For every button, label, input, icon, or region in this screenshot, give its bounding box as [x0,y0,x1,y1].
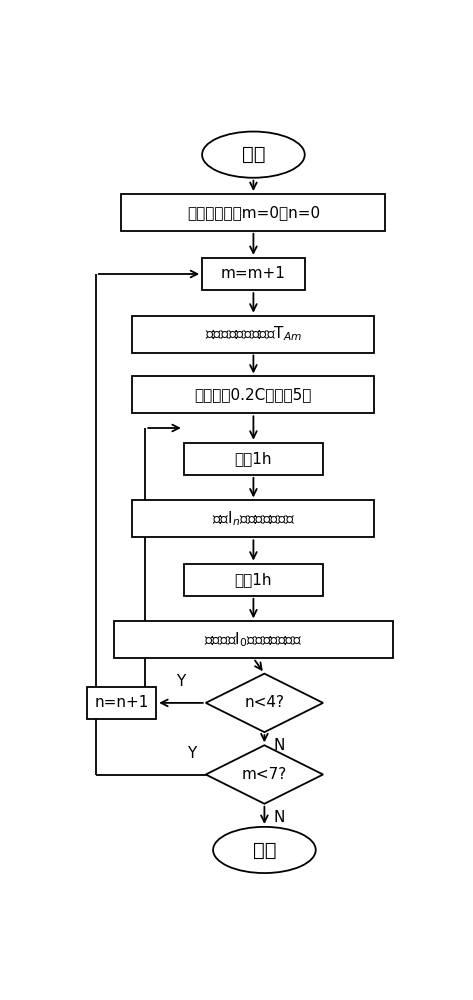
Text: 系统初始化，m=0，n=0: 系统初始化，m=0，n=0 [187,205,320,220]
Text: 结束: 结束 [253,840,276,859]
Text: Y: Y [187,746,197,761]
Text: 静置1h: 静置1h [235,572,272,587]
Text: 标准电流0.2C充放电5次: 标准电流0.2C充放电5次 [195,387,312,402]
FancyBboxPatch shape [202,258,305,290]
Text: 调节电池环境温度为T$_{Am}$: 调节电池环境温度为T$_{Am}$ [205,325,302,343]
Ellipse shape [213,827,316,873]
FancyBboxPatch shape [122,194,385,231]
Text: Y: Y [176,674,185,689]
Text: 电流I$_n$对电池进行充电: 电流I$_n$对电池进行充电 [212,510,295,528]
Text: m=m+1: m=m+1 [221,266,286,282]
Text: n=n+1: n=n+1 [94,695,149,710]
FancyBboxPatch shape [184,564,323,596]
FancyBboxPatch shape [87,687,156,719]
FancyBboxPatch shape [114,621,393,658]
Ellipse shape [202,132,305,178]
Text: 静置1h: 静置1h [235,451,272,466]
FancyBboxPatch shape [184,443,323,475]
Text: N: N [273,738,285,753]
Text: 开始: 开始 [242,145,265,164]
FancyBboxPatch shape [132,376,375,413]
FancyBboxPatch shape [132,316,375,353]
Text: n<4?: n<4? [245,695,284,710]
Polygon shape [206,745,323,804]
Polygon shape [206,674,323,732]
Text: m<7?: m<7? [242,767,287,782]
Text: 标准电流I$_0$对电池进行放电: 标准电流I$_0$对电池进行放电 [204,630,303,649]
FancyBboxPatch shape [132,500,375,537]
Text: N: N [273,810,285,825]
